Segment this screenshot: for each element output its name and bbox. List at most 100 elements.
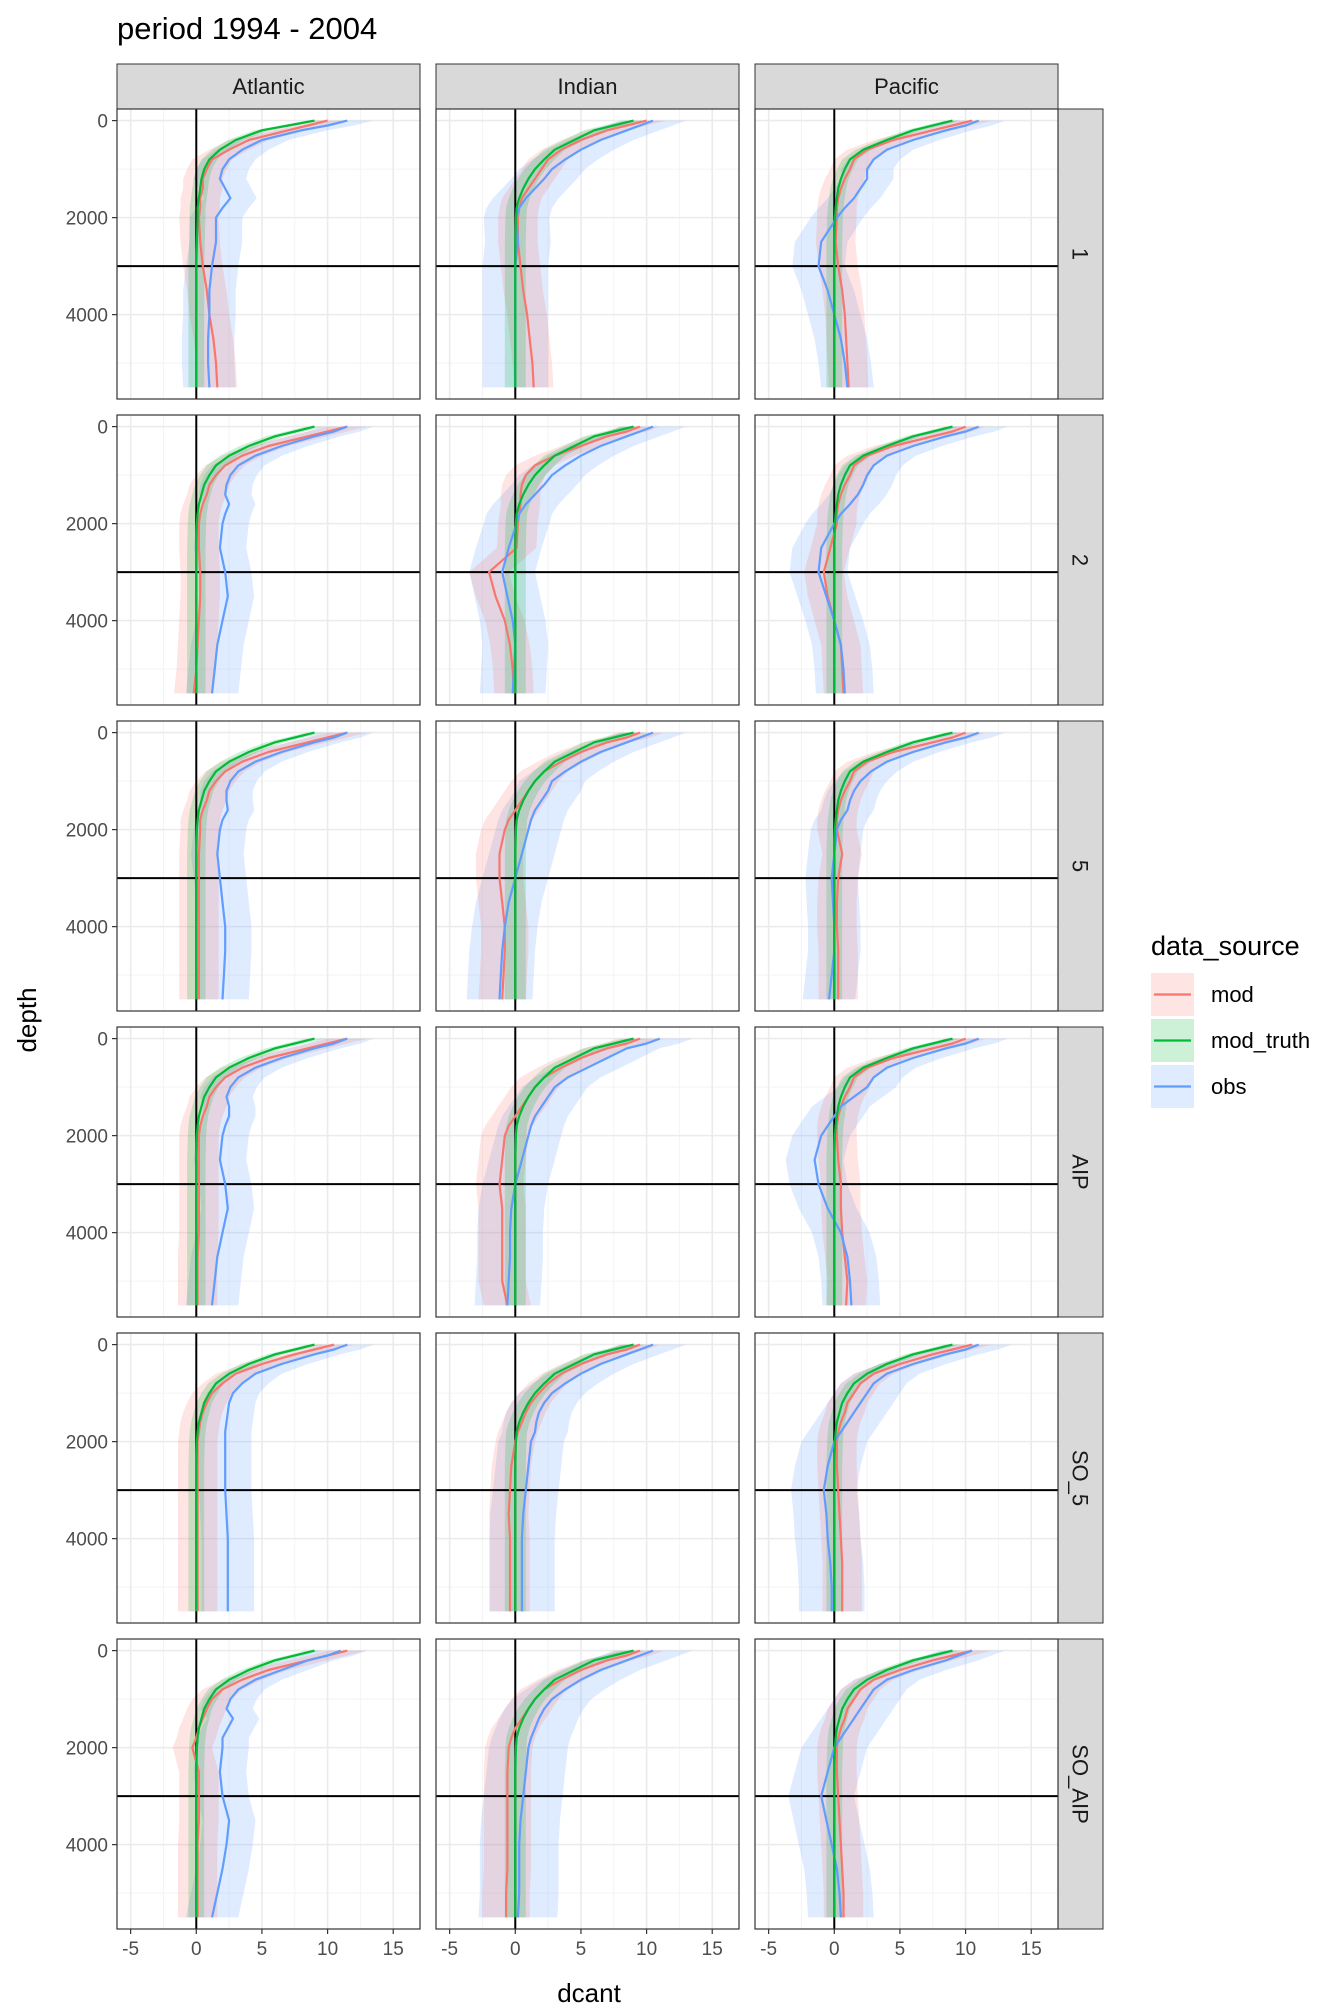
ribbon-obs [482,120,686,388]
line-mod-truth [833,119,953,388]
y-tick-label: 0 [97,724,108,745]
x-tick-label: 5 [576,1939,587,1960]
panel-indian-so_aip [435,1638,740,1930]
line-mod-truth [514,1343,634,1612]
facet-strip-pacific [754,63,1059,110]
row-label-so_5: SO_5 [1068,1450,1093,1506]
panel-atlantic-so_5 [116,1332,421,1624]
y-tick-label: 4000 [66,1836,108,1857]
x-tick-label: 10 [317,1939,338,1960]
y-tick-label: 4000 [66,918,108,939]
x-tick-label: 15 [383,1939,404,1960]
ribbon-obs [489,1344,686,1612]
line-mod-truth [195,425,315,694]
y-tick-label: 0 [97,1030,108,1051]
ribbon-mod-truth [504,732,644,1000]
line-mod-truth [195,731,315,1000]
ribbon-mod-truth [504,120,644,388]
line-obs [210,1037,348,1306]
panel-indian-aip [435,1026,740,1318]
y-tick-label: 2000 [66,1739,108,1760]
line-mod-truth [195,119,315,388]
panel-border [754,1026,1059,1318]
line-mod-truth [833,425,953,694]
row-label-1: 1 [1068,248,1093,260]
y-tick-label: 2000 [66,209,108,230]
line-mod [197,731,348,1000]
ribbon-mod [177,1038,367,1306]
x-tick-label: -5 [441,1939,458,1960]
panel-border [116,1638,421,1930]
y-tick-label: 4000 [66,612,108,633]
panel-background [436,721,739,1011]
y-tick-label: 0 [97,418,108,439]
line-mod [835,1037,966,1306]
ribbon-mod-truth [826,1038,961,1306]
x-tick-label: 15 [702,1939,723,1960]
legend-label-mod: mod [1211,982,1254,1007]
panel-border [754,108,1059,400]
chart-title: period 1994 - 2004 [117,11,377,46]
panel-background [436,1027,739,1317]
y-tick-label: 4000 [66,306,108,327]
ribbon-obs [185,1038,374,1306]
line-mod [487,425,641,694]
ribbon-obs [191,732,374,1000]
panel-atlantic-5 [116,720,421,1012]
ribbon-mod [174,426,367,694]
panel-border [435,414,740,706]
line-obs [207,119,348,388]
ribbon-mod [498,120,667,388]
ribbon-mod-truth [187,1038,324,1306]
panel-background [755,1333,1058,1623]
panel-background [117,721,420,1011]
panel-background [755,1027,1058,1317]
y-tick-label: 2000 [66,821,108,842]
line-mod [498,1037,641,1306]
line-mod [835,1343,973,1612]
line-obs [224,1343,348,1612]
row-label-5: 5 [1068,860,1093,872]
ribbon-mod [817,1650,992,1918]
line-mod-truth [195,1037,315,1306]
facet-label-indian: Indian [558,74,618,99]
ribbon-obs [185,426,374,694]
ribbon-mod-truth [826,120,961,388]
ribbon-obs [789,426,1008,694]
row-strip-2 [1057,414,1104,706]
ribbon-mod [482,1650,664,1918]
ribbon-mod [179,120,348,388]
y-tick-label: 4000 [66,1224,108,1245]
x-tick-label: 10 [955,1939,976,1960]
line-obs [210,425,348,694]
panel-border [116,1332,421,1624]
panel-border [754,1638,1059,1930]
line-mod-truth [514,1649,634,1918]
x-tick-label: -5 [122,1939,139,1960]
line-obs [216,731,348,1000]
x-tick-label: 15 [1021,1939,1042,1960]
ribbon-mod [804,426,986,694]
line-mod [192,425,348,694]
ribbon-obs [478,1650,693,1918]
line-mod-truth [833,1343,953,1612]
line-obs [506,1037,661,1306]
panel-pacific-aip [754,1026,1059,1318]
ribbon-obs [802,732,1005,1000]
panel-border [116,720,421,1012]
panel-background [755,415,1058,705]
panel-border [116,414,421,706]
ribbon-obs [198,1344,374,1612]
row-label-2: 2 [1068,554,1093,566]
line-mod-truth [514,119,634,388]
x-tick-label: -5 [760,1939,777,1960]
panel-pacific-1 [754,108,1059,400]
y-tick-label: 4000 [66,1530,108,1551]
ribbon-mod-truth [504,426,644,694]
ribbon-obs [788,1650,1005,1918]
y-tick-label: 0 [97,1642,108,1663]
panel-indian-5 [435,720,740,1012]
ribbon-mod [469,426,660,694]
x-tick-label: 5 [895,1939,906,1960]
